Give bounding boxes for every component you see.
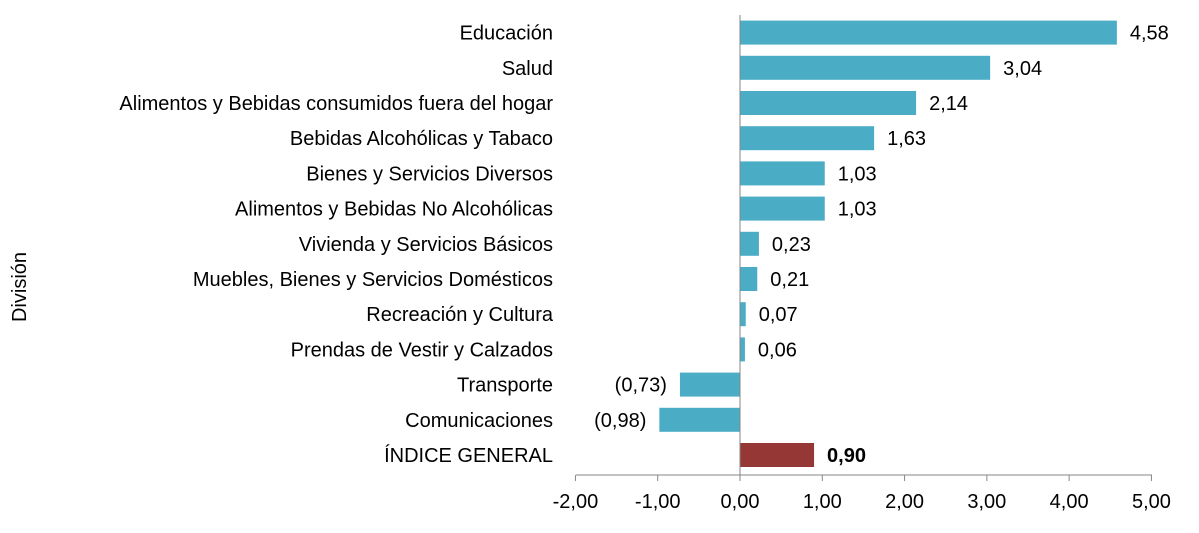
bar	[740, 231, 759, 256]
bar	[740, 126, 875, 151]
category-label: Transporte	[457, 375, 553, 397]
value-label: 1,63	[887, 128, 926, 150]
bar	[740, 55, 991, 80]
category-label: Prendas de Vestir y Calzados	[291, 339, 553, 361]
value-label: 0,06	[758, 339, 797, 361]
category-label: Muebles, Bienes y Servicios Domésticos	[193, 269, 553, 291]
value-label: 1,03	[838, 199, 877, 221]
bar	[679, 372, 740, 397]
category-label: Bienes y Servicios Diversos	[306, 163, 553, 185]
x-tick-label: -2,00	[553, 491, 599, 513]
x-tick-label: -1,00	[635, 491, 681, 513]
bar	[740, 302, 746, 327]
value-label: 1,03	[838, 163, 877, 185]
category-labels: Educación Salud Alimentos y Bebidas consum…	[119, 23, 553, 467]
x-tick-labels: -2,00 -1,00 0,00 1,00 2,00 3,00 4,00 5,00	[553, 491, 1171, 513]
value-label: 0,07	[759, 304, 798, 326]
bar	[740, 443, 815, 467]
category-label: Bebidas Alcohólicas y Tabaco	[290, 128, 553, 150]
x-tick-label: 2,00	[885, 491, 924, 513]
value-label: 0,23	[772, 234, 811, 256]
category-label: Alimentos y Bebidas No Alcohólicas	[235, 199, 553, 221]
bar	[740, 20, 1117, 45]
value-label: (0,98)	[594, 410, 646, 432]
category-label: Recreación y Cultura	[366, 304, 554, 326]
bar	[740, 267, 758, 291]
value-label: 0,21	[770, 269, 809, 291]
value-label: 2,14	[929, 93, 968, 115]
value-label: (0,73)	[615, 375, 667, 397]
bar	[740, 91, 917, 115]
value-label: 4,58	[1130, 23, 1169, 45]
category-label: Alimentos y Bebidas consumidos fuera del…	[119, 93, 553, 115]
bars-group	[659, 20, 1117, 467]
axes	[574, 15, 1152, 481]
y-axis-title: División	[9, 252, 31, 322]
x-tick-label: 1,00	[803, 491, 842, 513]
value-label: 3,04	[1003, 58, 1042, 80]
bar	[659, 407, 740, 432]
x-tick-label: 4,00	[1050, 491, 1089, 513]
category-label: Educación	[460, 23, 553, 45]
bar	[740, 196, 825, 221]
value-label: 0,90	[827, 445, 866, 467]
bar	[740, 337, 745, 362]
x-tick-label: 0,00	[721, 491, 760, 513]
category-label: Salud	[502, 58, 553, 80]
category-label: Comunicaciones	[405, 410, 553, 432]
category-label: ÍNDICE GENERAL	[384, 444, 553, 467]
bar	[740, 161, 825, 186]
x-tick-label: 3,00	[967, 491, 1006, 513]
value-labels: 4,58 3,04 2,141,63 1,03 1,03 0,23 0,21 0,07 0,06…	[594, 23, 1169, 467]
category-label: Vivienda y Servicios Básicos	[299, 234, 553, 256]
x-tick-label: 5,00	[1132, 491, 1171, 513]
